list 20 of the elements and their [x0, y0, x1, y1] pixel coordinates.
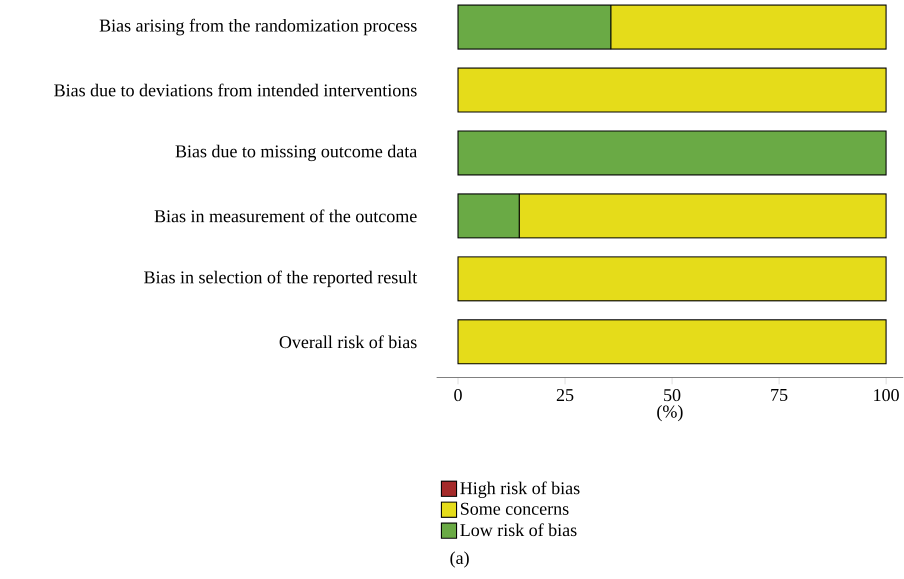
y-tick-label: Bias in measurement of the outcome: [154, 209, 417, 222]
y-tick-label: Overall risk of bias: [280, 335, 417, 348]
bar: [457, 319, 887, 364]
bar: [457, 256, 887, 302]
x-tick-label: 100: [874, 388, 899, 401]
y-tick-label: Bias due to missing outcome data: [176, 144, 418, 161]
x-tick-label: 25: [556, 388, 574, 401]
bar: [457, 67, 887, 112]
y-tick-label: Bias due to deviations from intended interventions: [54, 83, 417, 96]
x-axis-title: (%): [657, 404, 683, 422]
x-tick-label: 75: [771, 388, 788, 401]
y-tick-label: Bias in selection of the reported result: [144, 270, 418, 287]
x-tick-label: 50: [664, 388, 680, 401]
legend-label: Low risk of bias: [460, 523, 576, 536]
text: (a): [450, 551, 469, 568]
legend-label: Some concerns: [460, 502, 568, 515]
legend-label: High risk of bias: [460, 481, 580, 498]
x-tick-label: 0: [454, 388, 462, 401]
bar: [457, 130, 887, 176]
y-tick-label: Bias arising from the randomization process: [100, 18, 417, 36]
